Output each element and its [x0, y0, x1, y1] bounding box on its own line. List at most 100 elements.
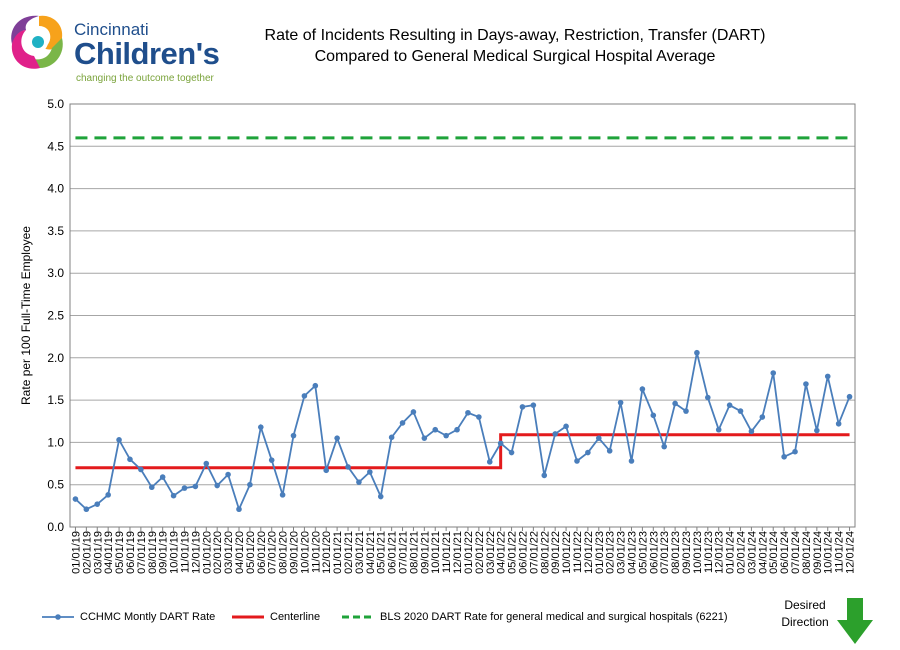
- x-tick-label: 09/01/20: [289, 531, 301, 574]
- desired-direction-line1: Desired: [784, 598, 826, 612]
- cchmc-rate-point: [268, 457, 275, 463]
- cchmc-rate-point: [356, 479, 362, 485]
- x-tick-label: 02/01/23: [605, 531, 617, 574]
- x-tick-label: 12/01/19: [190, 531, 202, 574]
- x-tick-label: 02/01/20: [212, 531, 224, 574]
- x-tick-label: 02/01/19: [81, 531, 93, 574]
- x-tick-label: 12/01/20: [321, 531, 333, 574]
- x-tick-label: 11/01/24: [834, 531, 846, 573]
- x-tick-label: 12/01/21: [452, 531, 464, 574]
- x-tick-label: 10/01/21: [430, 531, 442, 574]
- legend-item: Centerline: [230, 611, 320, 623]
- legend-label: BLS 2020 DART Rate for general medical a…: [380, 611, 728, 623]
- cchmc-rate-point: [334, 435, 340, 441]
- x-tick-label: 05/01/22: [507, 531, 519, 574]
- cchmc-rate-point: [530, 402, 537, 408]
- cchmc-rate-point: [759, 414, 766, 420]
- cchmc-rate-point: [236, 506, 242, 513]
- cchmc-rate-point: [170, 492, 177, 499]
- cchmc-rate-point: [399, 420, 406, 426]
- y-tick-label: 3.0: [47, 266, 64, 280]
- cchmc-rate-point: [781, 453, 787, 460]
- x-tick-label: 09/01/23: [681, 531, 693, 574]
- cchmc-rate-point: [388, 434, 395, 441]
- x-tick-label: 04/01/24: [757, 531, 769, 574]
- cchmc-rate-point: [410, 409, 417, 415]
- x-tick-label: 01/01/20: [201, 531, 213, 574]
- x-tick-label: 12/01/24: [845, 531, 857, 574]
- y-tick-label: 1.0: [47, 435, 64, 449]
- x-tick-label: 09/01/22: [550, 531, 562, 574]
- y-axis-label: Rate per 100 Full-Time Employee: [19, 226, 33, 405]
- cchmc-rate-point: [650, 412, 657, 419]
- x-tick-label: 10/01/19: [169, 531, 181, 574]
- cchmc-rate-point: [301, 393, 308, 399]
- cchmc-rate-point: [192, 483, 199, 490]
- cchmc-rate-point: [214, 482, 220, 489]
- logo: Cincinnati Children's changing the outco…: [4, 8, 224, 84]
- desired-direction-line2: Direction: [781, 615, 829, 629]
- cchmc-rate-point: [247, 481, 253, 488]
- cchmc-rate-point: [312, 382, 319, 389]
- x-tick-label: 06/01/23: [648, 531, 660, 574]
- y-tick-label: 4.0: [47, 182, 64, 196]
- cchmc-rate-point: [508, 449, 515, 456]
- cchmc-rate-point: [574, 458, 580, 464]
- cchmc-rate-point: [421, 435, 428, 441]
- x-tick-label: 11/01/23: [703, 531, 715, 573]
- cchmc-rate-point: [323, 467, 330, 474]
- x-tick-label: 02/01/22: [474, 531, 486, 574]
- cchmc-rate-point: [617, 399, 624, 406]
- cchmc-rate-point: [279, 492, 286, 498]
- legend-swatch: [342, 615, 374, 619]
- x-tick-label: 03/01/23: [616, 531, 628, 574]
- x-tick-label: 01/01/24: [725, 531, 737, 574]
- y-tick-label: 3.5: [47, 224, 64, 238]
- cchmc-rate-point: [454, 426, 460, 433]
- x-tick-label: 10/01/20: [299, 531, 311, 574]
- x-tick-label: 09/01/19: [158, 531, 170, 574]
- x-tick-label: 07/01/20: [267, 531, 279, 574]
- x-tick-label: 03/01/20: [223, 531, 235, 574]
- x-tick-label: 09/01/24: [812, 531, 824, 574]
- cchmc-rate-point: [803, 381, 809, 387]
- cchmc-rate-line: [74, 352, 851, 512]
- cchmc-rate-point: [519, 404, 526, 410]
- cchmc-rate-point: [694, 349, 700, 356]
- cchmc-rate-point: [138, 466, 144, 473]
- x-tick-label: 03/01/21: [354, 531, 366, 574]
- y-tick-label: 5.0: [47, 97, 64, 111]
- y-tick-label: 0.5: [47, 478, 64, 492]
- cchmc-rate-point: [377, 493, 384, 500]
- cchmc-rate-point: [748, 428, 755, 435]
- x-tick-label: 08/01/21: [408, 531, 420, 574]
- x-tick-label: 08/01/20: [278, 531, 290, 574]
- x-tick-label: 01/01/21: [332, 531, 344, 574]
- y-tick-label: 2.5: [47, 309, 64, 323]
- cchmc-rate-point: [83, 506, 90, 513]
- x-tick-label: 07/01/23: [659, 531, 671, 574]
- logo-line1: Cincinnati: [74, 20, 149, 39]
- cchmc-rate-point: [585, 449, 591, 456]
- cchmc-rate-point: [443, 432, 449, 439]
- y-tick-label: 4.5: [47, 139, 64, 153]
- x-tick-label: 11/01/19: [179, 531, 191, 573]
- x-tick-label: 05/01/23: [637, 531, 649, 574]
- x-tick-label: 07/01/21: [398, 531, 410, 574]
- cchmc-rate-point: [72, 496, 79, 502]
- x-tick-label: 01/01/19: [70, 531, 82, 574]
- cchmc-rate-point: [595, 435, 602, 441]
- cchmc-rate-point: [628, 458, 635, 464]
- y-tick-label: 0.0: [47, 520, 64, 534]
- x-tick-label: 06/01/21: [387, 531, 399, 574]
- down-arrow-icon: [837, 598, 873, 644]
- x-tick-label: 07/01/24: [790, 531, 802, 574]
- cchmc-rate-point: [367, 469, 373, 475]
- legend-label: CCHMC Montly DART Rate: [80, 611, 216, 623]
- cchmc-rate-point: [672, 400, 678, 407]
- cchmc-rate-point: [661, 443, 668, 450]
- x-tick-label: 03/01/22: [485, 531, 497, 574]
- centerline: [75, 433, 850, 470]
- chart-title-line1: Rate of Incidents Resulting in Days-away…: [264, 27, 766, 44]
- x-tick-label: 05/01/24: [768, 531, 780, 574]
